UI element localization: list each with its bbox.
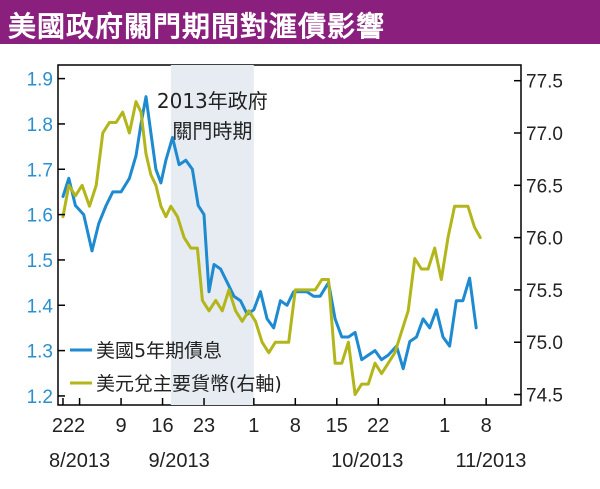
right-tick-label: 77.0 [526, 124, 563, 145]
x-tick-label: 16 [151, 415, 173, 437]
left-tick-label: 1.2 [27, 387, 53, 408]
annotation-line: 關門時期 [172, 119, 252, 143]
left-tick-label: 1.4 [27, 296, 54, 317]
right-axis: 74.5 75.0 75.5 76.0 76.5 77.0 77.5 [514, 72, 563, 407]
x-tick-label: 2 [74, 415, 85, 437]
left-tick-label: 1.6 [27, 206, 53, 227]
right-tick-label: 76.5 [526, 176, 563, 197]
right-tick-label: 75.5 [526, 281, 563, 302]
month-label: 9/2013 [149, 450, 210, 472]
month-label: 10/2013 [331, 450, 403, 472]
x-tick-label: 22 [367, 415, 389, 437]
right-tick-label: 76.0 [526, 229, 563, 250]
legend-label: 美元兌主要貨幣(右軸) [96, 373, 282, 395]
x-tick-label: 8 [481, 415, 492, 437]
series-layer [61, 95, 482, 396]
month-label: 11/2013 [456, 450, 527, 472]
left-tick-label: 1.3 [27, 342, 53, 363]
right-tick-label: 74.5 [526, 386, 563, 407]
x-tick-label: 22 [52, 415, 74, 437]
left-tick-label: 1.5 [27, 251, 53, 272]
month-label: 8/2013 [49, 450, 110, 472]
x-tick-label: 8 [290, 415, 301, 437]
right-tick-label: 77.5 [526, 72, 563, 93]
bond-yield-line [61, 95, 478, 371]
legend-label: 美國5年期債息 [96, 340, 222, 362]
left-tick-label: 1.8 [27, 115, 53, 136]
usd-index-line [61, 100, 482, 396]
plot-area [57, 64, 522, 406]
right-tick-label: 75.0 [526, 333, 563, 354]
annotation-line: 2013年政府 [157, 89, 268, 113]
x-tick-label: 1 [248, 415, 259, 437]
left-axis: 1.2 1.3 1.4 1.5 1.6 1.7 1.8 1.9 [27, 70, 65, 408]
x-tick-label: 15 [326, 415, 348, 437]
x-tick-label: 9 [115, 415, 126, 437]
x-tick-label: 23 [193, 415, 215, 437]
chart-title: 美國政府關門期間對滙債影響 [8, 10, 386, 43]
left-tick-label: 1.7 [27, 160, 53, 181]
title-bar: 美國政府關門期間對滙債影響 [0, 0, 600, 44]
x-axis: 22 2 9 16 23 1 8 15 22 1 88/2013 9/2013 10/2013 11/20… [49, 398, 526, 472]
x-tick-label: 1 [439, 415, 450, 437]
left-tick-label: 1.9 [27, 70, 53, 91]
